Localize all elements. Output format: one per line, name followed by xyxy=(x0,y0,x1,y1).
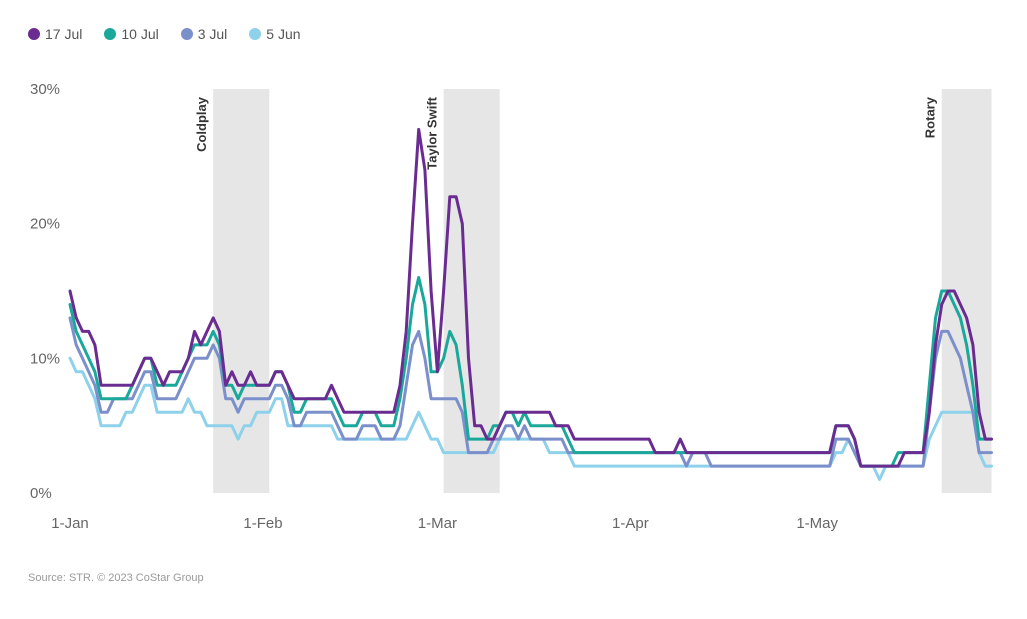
event-bands: Coldplay Taylor Swift Rotary xyxy=(194,89,992,493)
y-tick-label: 20% xyxy=(30,216,60,233)
y-tick-label: 10% xyxy=(30,350,60,367)
series-line-5-jun xyxy=(68,356,993,481)
series-line-17-jul xyxy=(68,127,993,468)
legend-swatch-17-jul xyxy=(28,28,40,40)
x-tick-label: 1-Feb xyxy=(243,515,282,532)
x-tick-label: 1-May xyxy=(796,515,838,532)
legend-label-3-jul: 3 Jul xyxy=(197,26,228,42)
y-axis: 0% 10% 20% 30% xyxy=(30,81,60,502)
legend-swatch-5-jun xyxy=(249,28,262,40)
event-label-rotary: Rotary xyxy=(923,96,938,138)
y-tick-label: 0% xyxy=(30,485,52,502)
event-label-coldplay: Coldplay xyxy=(194,96,209,152)
legend-item-5-jun: 5 Jun xyxy=(249,26,301,42)
y-tick-label: 30% xyxy=(30,81,60,98)
legend-item-10-jul: 10 Jul xyxy=(104,26,159,42)
legend-label-10-jul: 10 Jul xyxy=(121,26,159,42)
x-tick-label: 1-Apr xyxy=(612,515,649,532)
event-band-taylor-swift xyxy=(443,89,500,493)
event-label-taylor-swift: Taylor Swift xyxy=(425,96,440,169)
series-lines xyxy=(68,127,993,481)
legend-swatch-3-jul xyxy=(180,28,193,40)
series-line-3-jul xyxy=(68,316,993,468)
legend-swatch-10-jul xyxy=(104,28,117,40)
source-note: Source: STR. © 2023 CoStar Group xyxy=(28,572,204,584)
x-tick-label: 1-Mar xyxy=(418,515,457,532)
x-axis: 1-Jan 1-Feb 1-Mar 1-Apr 1-May xyxy=(51,515,838,532)
x-tick-label: 1-Jan xyxy=(51,515,89,532)
legend-label-17-jul: 17 Jul xyxy=(45,26,83,42)
legend: 17 Jul 10 Jul 3 Jul 5 Jun xyxy=(28,26,301,42)
legend-item-3-jul: 3 Jul xyxy=(180,26,228,42)
legend-label-5-jun: 5 Jun xyxy=(266,26,301,42)
legend-item-17-jul: 17 Jul xyxy=(28,26,82,42)
